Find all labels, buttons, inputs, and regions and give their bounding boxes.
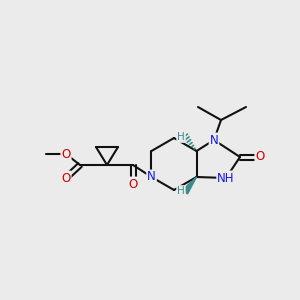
- Text: O: O: [61, 148, 70, 160]
- Polygon shape: [182, 177, 197, 194]
- Text: H: H: [177, 186, 185, 196]
- Text: N: N: [210, 134, 218, 146]
- Text: O: O: [61, 172, 70, 184]
- Text: O: O: [255, 151, 265, 164]
- Text: H: H: [177, 132, 185, 142]
- Text: NH: NH: [217, 172, 235, 184]
- Text: N: N: [147, 170, 156, 184]
- Text: O: O: [128, 178, 138, 190]
